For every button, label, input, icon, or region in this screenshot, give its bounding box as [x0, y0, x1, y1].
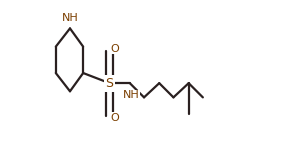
Text: S: S: [106, 77, 114, 90]
Text: O: O: [111, 44, 120, 54]
Text: NH: NH: [62, 13, 78, 23]
Text: O: O: [111, 113, 120, 123]
Text: NH: NH: [122, 90, 139, 100]
